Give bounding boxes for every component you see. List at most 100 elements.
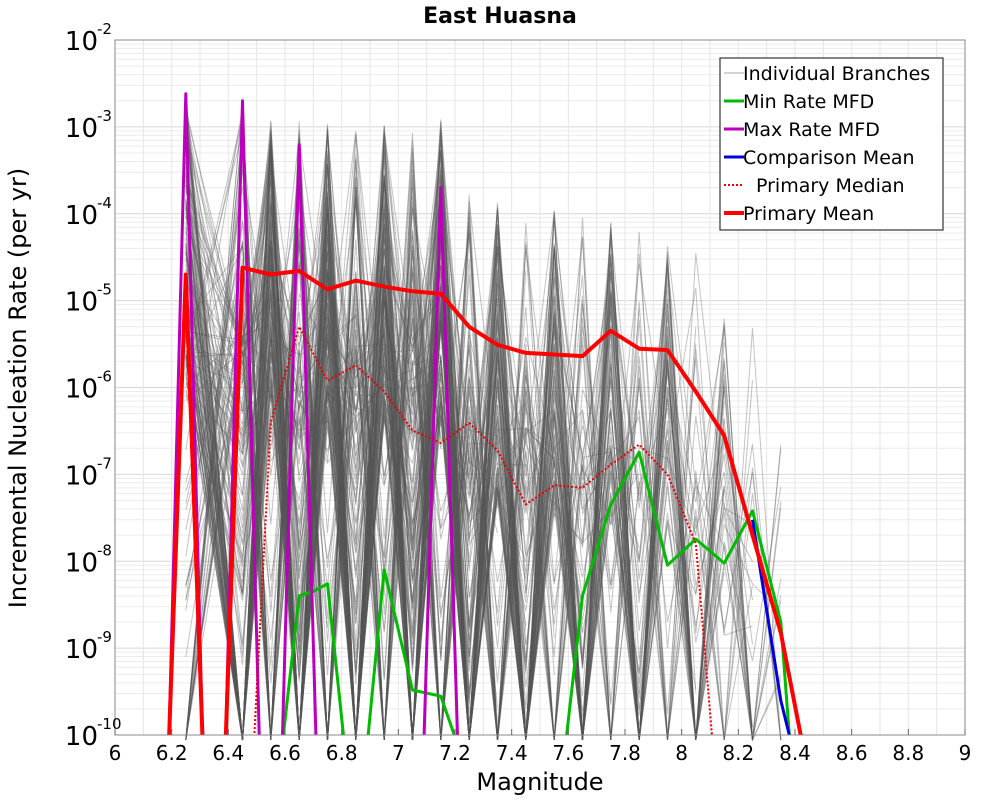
y-tick-label: 10 [65, 548, 98, 578]
chart-title: East Huasna [423, 4, 577, 29]
legend: Individual Branches Min Rate MFD Max Rate … [719, 57, 944, 231]
x-axis-label: Magnitude [476, 768, 603, 796]
branch-line [185, 286, 640, 741]
branch-line [185, 219, 725, 741]
branch-line [185, 119, 782, 741]
y-tick-exponent: -8 [97, 541, 112, 559]
branch-line [185, 142, 725, 741]
branch-line [185, 208, 753, 741]
branch-line [185, 152, 640, 741]
branch-line [185, 176, 527, 741]
y-tick-exponent: -10 [97, 715, 122, 733]
branch-line [185, 270, 527, 741]
branch-line [185, 131, 668, 741]
x-tick-label: 6.6 [269, 741, 301, 765]
branch-line [185, 175, 697, 741]
branch-line [185, 260, 640, 741]
branch-line [185, 247, 668, 741]
branch-line [185, 200, 583, 741]
branch-line [185, 153, 640, 741]
branch-line [185, 132, 442, 741]
branch-line [185, 175, 498, 741]
branch-line [185, 135, 725, 741]
branch-line [185, 153, 470, 741]
legend-label: Individual Branches [743, 63, 930, 85]
branch-line [185, 103, 640, 741]
branch-line [185, 108, 753, 741]
series-lines [167, 92, 803, 735]
branch-line [185, 112, 697, 741]
x-axis-ticks: 6 6.2 6.4 6.6 6.8 7 7.2 7.4 7.6 7.8 8 8.2 8.4 8.6 8.8 9 [109, 729, 971, 765]
branch-line [185, 178, 527, 741]
branch-line [185, 121, 640, 741]
branch-line [185, 170, 498, 741]
y-tick-label: 10 [65, 722, 98, 752]
branch-line [185, 152, 527, 741]
branch-line [185, 181, 697, 741]
branch-line [185, 179, 527, 741]
branch-line [185, 208, 753, 741]
branch-line [185, 132, 583, 741]
x-tick-label: 7.8 [609, 741, 641, 765]
x-tick-label: 8.4 [779, 741, 811, 765]
plot-frame [114, 39, 966, 736]
branch-line [185, 279, 612, 741]
branch-line [185, 141, 470, 741]
branch-line [185, 147, 498, 741]
branch-line [185, 127, 470, 741]
branch-line [185, 227, 725, 741]
branch-line [185, 179, 527, 741]
branch-line [185, 106, 697, 741]
branch-line [185, 152, 498, 741]
branch-line [185, 146, 498, 741]
branch-line [185, 156, 583, 741]
individual-branches [185, 94, 782, 742]
branch-line [185, 211, 697, 741]
legend-label: Primary Mean [743, 203, 874, 225]
x-tick-label: 7.4 [496, 741, 528, 765]
legend-label: Comparison Mean [743, 147, 915, 169]
branch-line [185, 133, 470, 741]
y-tick-exponent: -2 [97, 20, 112, 38]
branch-line [185, 137, 527, 741]
branch-line [185, 217, 612, 741]
branch-line [185, 174, 555, 741]
y-tick-label: 10 [65, 461, 98, 491]
branch-line [185, 150, 442, 741]
branch-line [185, 208, 527, 741]
branch-line [185, 194, 782, 741]
x-tick-label: 6.4 [212, 741, 244, 765]
branch-line [185, 211, 470, 741]
branch-line [185, 234, 640, 741]
branch-line [185, 221, 442, 479]
y-tick-label: 10 [65, 375, 98, 405]
y-tick-exponent: -5 [97, 281, 112, 299]
branch-line [185, 163, 527, 741]
branch-line [185, 126, 753, 741]
branch-line [185, 214, 668, 741]
branch-line [185, 197, 470, 741]
x-tick-label: 8.8 [892, 741, 924, 765]
branch-line [185, 115, 725, 741]
branch-line [185, 175, 725, 741]
branch-line [185, 239, 470, 741]
x-tick-label: 6.2 [156, 741, 188, 765]
legend-label: Max Rate MFD [743, 119, 880, 141]
branch-line [185, 195, 555, 741]
y-tick-exponent: -7 [97, 454, 112, 472]
branch-line [185, 202, 527, 741]
branch-line [185, 121, 782, 741]
y-tick-label: 10 [65, 27, 98, 57]
x-tick-label: 8.2 [722, 741, 754, 765]
y-axis-ticks: 10-210-310-410-510-610-710-810-910-10 [65, 20, 122, 752]
branch-line [185, 131, 555, 741]
y-tick-label: 10 [65, 635, 98, 665]
branch-line [185, 176, 612, 741]
y-tick-exponent: -9 [97, 628, 112, 646]
branch-line [185, 150, 470, 741]
x-tick-label: 6 [109, 741, 122, 765]
branch-line [185, 121, 555, 741]
branch-line [185, 154, 555, 741]
branch-line [185, 186, 527, 741]
branch-line [185, 151, 612, 741]
